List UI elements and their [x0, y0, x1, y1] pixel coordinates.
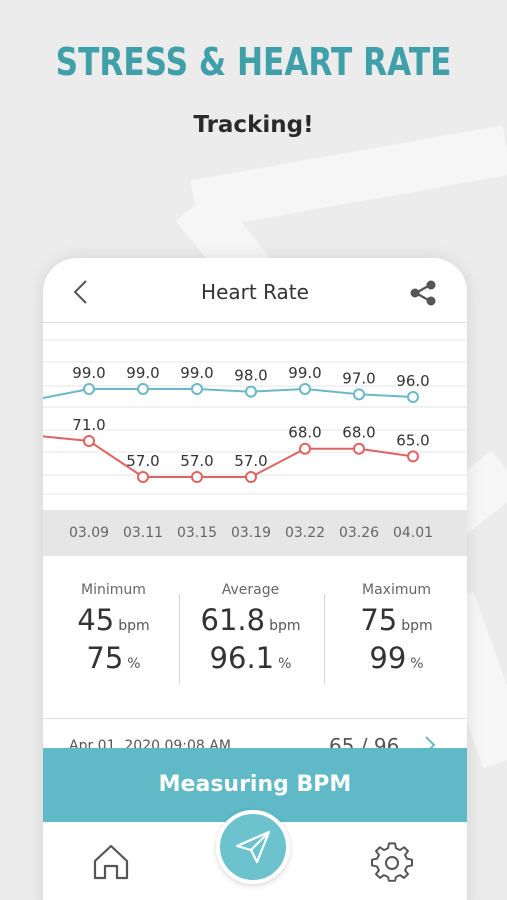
stat-average-bpm-unit: bpm — [269, 618, 301, 634]
tab-home[interactable] — [91, 842, 131, 882]
data-point — [191, 471, 203, 483]
data-label: 57.0 — [234, 452, 267, 470]
top-bar-divider — [43, 322, 467, 323]
stat-minimum: Minimum 45 bpm 75% — [43, 580, 184, 678]
data-label: 71.0 — [72, 416, 105, 434]
x-tick-label: 03.26 — [338, 525, 380, 541]
data-point — [353, 388, 365, 401]
stat-minimum-bpm-unit: bpm — [118, 618, 150, 634]
stats-divider — [43, 718, 467, 719]
stat-minimum-pct-unit: % — [127, 656, 141, 672]
series-line — [43, 387, 414, 399]
tab-bar — [43, 810, 467, 900]
stat-maximum: Maximum 75 bpm 99% — [326, 580, 467, 678]
chevron-left-icon — [73, 280, 87, 304]
data-label: 99.0 — [72, 364, 105, 382]
stat-maximum-pct-unit: % — [410, 656, 424, 672]
tab-center-action[interactable] — [216, 810, 290, 884]
stat-maximum-bpm-unit: bpm — [401, 618, 433, 634]
data-point — [299, 383, 311, 395]
series-line — [43, 435, 414, 478]
data-label: 99.0 — [180, 364, 213, 382]
phone-screen: Heart Rate 99.0 99.0 99.0 98.0 99.0 97.0 96.0 7… — [43, 258, 467, 900]
data-point — [83, 383, 95, 395]
data-label: 65.0 — [396, 431, 429, 449]
stat-average-label: Average — [221, 582, 280, 598]
x-tick-label: 03.11 — [122, 525, 164, 541]
data-point — [191, 383, 203, 395]
share-icon — [410, 280, 436, 306]
measuring-bpm-button[interactable]: Measuring BPM — [43, 748, 467, 822]
data-point — [353, 442, 365, 455]
gear-icon — [371, 842, 413, 882]
screen-title: Heart Rate — [201, 280, 309, 304]
top-bar: Heart Rate — [43, 258, 467, 322]
share-button[interactable] — [409, 280, 437, 306]
x-tick-label: 03.22 — [284, 525, 326, 541]
data-point — [407, 391, 419, 403]
data-label: 96.0 — [396, 372, 429, 390]
x-tick-label: 03.15 — [176, 525, 218, 541]
data-point — [407, 450, 419, 463]
stat-divider — [324, 594, 325, 684]
stat-average: Average 61.8 bpm 96.1% — [180, 580, 321, 678]
page-headline: STRESS & HEART RATE — [55, 40, 452, 84]
stat-average-bpm: 61.8 — [200, 603, 266, 637]
stat-maximum-label: Maximum — [362, 582, 431, 598]
stat-average-pct: 96.1 — [209, 641, 275, 675]
data-label: 98.0 — [234, 367, 267, 385]
data-label: 99.0 — [288, 364, 321, 382]
data-point — [299, 442, 311, 455]
stat-divider — [179, 594, 180, 684]
stat-average-pct-unit: % — [278, 656, 292, 672]
stat-maximum-pct: 99 — [369, 641, 407, 675]
data-point — [245, 471, 257, 483]
back-button[interactable] — [69, 278, 93, 306]
data-point — [245, 385, 257, 398]
data-label: 68.0 — [288, 424, 321, 442]
x-tick-label: 03.09 — [68, 525, 110, 541]
stat-maximum-bpm: 75 — [360, 603, 398, 637]
x-tick-label: 03.19 — [230, 525, 272, 541]
x-axis-band — [43, 510, 467, 556]
stat-minimum-label: Minimum — [81, 582, 146, 598]
heart-rate-chart: 99.0 99.0 99.0 98.0 99.0 97.0 96.0 71.0 57.0 57.0… — [43, 339, 467, 495]
stat-minimum-pct: 75 — [86, 641, 124, 675]
data-label: 99.0 — [126, 364, 159, 382]
tab-settings[interactable] — [371, 842, 413, 884]
stat-minimum-bpm: 45 — [77, 603, 115, 637]
data-point — [137, 471, 149, 483]
home-icon — [93, 844, 129, 880]
data-label: 57.0 — [180, 452, 213, 470]
page-subheadline: Tracking! — [193, 112, 314, 138]
data-label: 57.0 — [126, 452, 159, 470]
paper-plane-icon — [235, 830, 271, 864]
x-tick-label: 04.01 — [392, 525, 434, 541]
data-label: 68.0 — [342, 424, 375, 442]
data-point — [137, 383, 149, 395]
data-point — [83, 435, 95, 447]
data-label: 97.0 — [342, 369, 375, 387]
stats-panel: Minimum 45 bpm 75% Average 61.8 bpm 96.1% … — [43, 580, 467, 690]
